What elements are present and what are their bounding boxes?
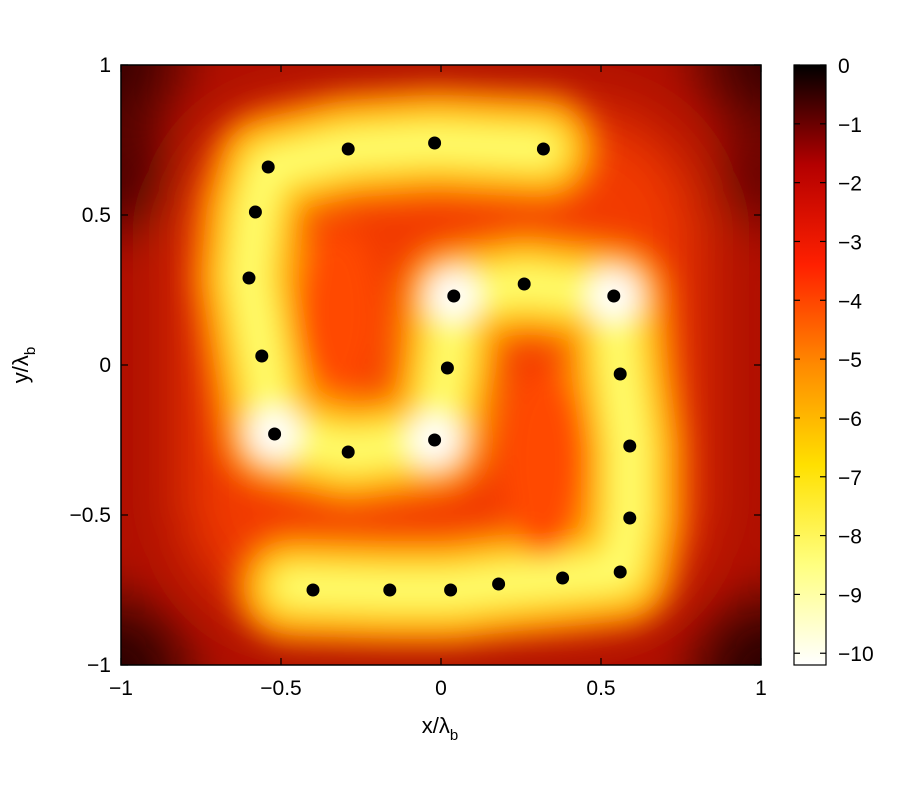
- colorbar-tick-label: −10: [838, 643, 874, 666]
- colorbar-tick-label: −4: [838, 290, 862, 313]
- data-point-18: [613, 565, 627, 579]
- data-point-9: [341, 445, 355, 459]
- data-point-22: [383, 583, 397, 597]
- colorbar-tick-label: −7: [838, 467, 862, 490]
- colorbar-ticks: 0 −1 −2 −3 −4 −5 −6 −7 −8 −9 −10: [794, 55, 874, 666]
- x-axis-label: x/λb: [422, 713, 458, 744]
- y-tick-label: 1: [99, 54, 111, 77]
- colorbar-tick-label: 0: [838, 55, 850, 78]
- data-point-16: [623, 439, 637, 453]
- data-point-1: [261, 160, 275, 174]
- y-axis-ticks: −1 −0.5 0 0.5 1: [70, 54, 761, 677]
- data-point-15: [613, 367, 627, 381]
- x-tick-label: 0.5: [586, 677, 615, 700]
- colorbar-tick-label: −2: [838, 173, 862, 196]
- x-axis-ticks: −1 −0.5 0 0.5 1: [109, 65, 767, 700]
- data-point-5: [248, 205, 262, 219]
- colorbar-gradient: [793, 64, 827, 666]
- y-tick-label: −0.5: [70, 504, 111, 527]
- data-point-23: [306, 583, 320, 597]
- y-axis-label: y/λb: [8, 347, 39, 383]
- data-point-12: [447, 289, 461, 303]
- data-point-14: [607, 289, 621, 303]
- colorbar-tick-label: −1: [838, 114, 862, 137]
- data-point-8: [268, 427, 282, 441]
- data-point-19: [556, 571, 570, 585]
- data-point-11: [440, 361, 454, 375]
- data-point-2: [341, 142, 355, 156]
- data-point-6: [242, 271, 256, 285]
- data-point-21: [444, 583, 458, 597]
- data-point-20: [492, 577, 506, 591]
- colorbar-tick-label: −3: [838, 231, 862, 254]
- data-point-7: [255, 349, 269, 363]
- y-tick-label: 0: [99, 354, 111, 377]
- data-point-17: [623, 511, 637, 525]
- x-tick-label: 1: [755, 677, 767, 700]
- y-tick-label: −1: [87, 654, 111, 677]
- y-tick-label: 0.5: [82, 204, 111, 227]
- data-point-13: [517, 277, 531, 291]
- data-point-4: [536, 142, 550, 156]
- colorbar-tick-label: −8: [838, 526, 862, 549]
- colorbar-tick-label: −6: [838, 408, 862, 431]
- heat-field: [121, 65, 761, 665]
- plot-area: −1 −0.5 0 0.5 1 −1 −0.5 0 0.5 1: [70, 54, 767, 700]
- x-tick-label: −0.5: [260, 677, 301, 700]
- colorbar-tick-label: −5: [838, 349, 862, 372]
- data-point-3: [428, 136, 442, 150]
- scatter-points: [242, 136, 637, 597]
- x-tick-label: −1: [109, 677, 133, 700]
- colorbar-tick-label: −9: [838, 584, 862, 607]
- colorbar: 0 −1 −2 −3 −4 −5 −6 −7 −8 −9 −10: [793, 55, 874, 666]
- data-point-10: [428, 433, 442, 447]
- x-tick-label: 0: [435, 677, 447, 700]
